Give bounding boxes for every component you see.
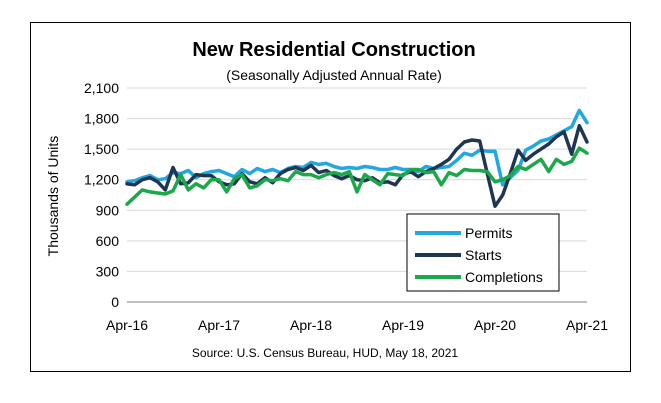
- legend: Permits Starts Completions: [406, 213, 560, 292]
- series-line-completions: [125, 146, 589, 206]
- x-tick-label: Apr-19: [382, 317, 424, 333]
- y-tick-label: 0: [111, 294, 119, 310]
- x-tick-label: Apr-21: [566, 317, 608, 333]
- x-tick-labels: Apr-16 Apr-17 Apr-18 Apr-19 Apr-20 Apr-21: [106, 317, 608, 333]
- legend-label-starts: Starts: [465, 247, 502, 263]
- legend-label-completions: Completions: [465, 269, 543, 285]
- chart-frame: [30, 22, 631, 372]
- y-tick-labels: 0 300 600 900 1,200 1,500 1,800 2,100: [84, 80, 119, 310]
- y-tick-label: 2,100: [84, 80, 119, 96]
- y-tick-label: 300: [96, 263, 120, 279]
- source-note: Source: U.S. Census Bureau, HUD, May 18,…: [192, 346, 458, 360]
- legend-label-permits: Permits: [465, 225, 512, 241]
- series-lines: [125, 108, 589, 208]
- x-tick-label: Apr-16: [106, 317, 148, 333]
- y-tick-label: 1,200: [84, 172, 119, 188]
- chart-subtitle: (Seasonally Adjusted Annual Rate): [226, 67, 442, 83]
- y-axis-label: Thousands of Units: [45, 136, 61, 257]
- y-tick-label: 1,800: [84, 111, 119, 127]
- y-tick-label: 900: [96, 202, 120, 218]
- y-tick-label: 1,500: [84, 141, 119, 157]
- x-tick-label: Apr-18: [290, 317, 332, 333]
- x-tick-label: Apr-17: [198, 317, 240, 333]
- chart-title: New Residential Construction: [192, 39, 475, 61]
- x-tick-label: Apr-20: [474, 317, 516, 333]
- y-tick-label: 600: [96, 233, 120, 249]
